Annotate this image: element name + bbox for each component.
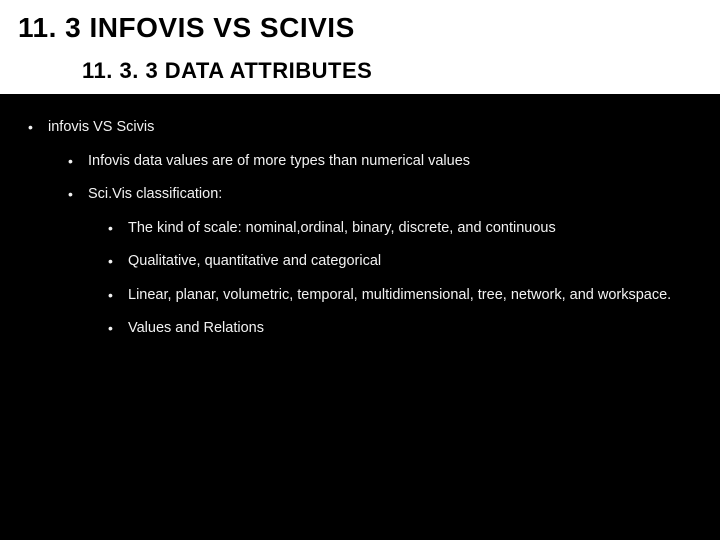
bullet-text: Values and Relations	[128, 319, 692, 339]
bullet-level2: • Sci.Vis classification:	[68, 185, 692, 205]
bullet-level2: • Infovis data values are of more types …	[68, 152, 692, 172]
bullet-icon: •	[68, 185, 88, 204]
bullet-level3: • Values and Relations	[108, 319, 692, 339]
bullet-text: The kind of scale: nominal,ordinal, bina…	[128, 219, 692, 239]
bullet-icon: •	[108, 252, 128, 271]
bullet-icon: •	[68, 152, 88, 171]
bullet-text: Infovis data values are of more types th…	[88, 152, 692, 172]
bullet-icon: •	[28, 118, 48, 137]
bullet-level1: • infovis VS Scivis	[28, 118, 692, 138]
bullet-text: infovis VS Scivis	[48, 118, 692, 138]
content-region: • infovis VS Scivis • Infovis data value…	[0, 94, 720, 339]
bullet-level3: • The kind of scale: nominal,ordinal, bi…	[108, 219, 692, 239]
bullet-level3: • Qualitative, quantitative and categori…	[108, 252, 692, 272]
bullet-icon: •	[108, 286, 128, 305]
bullet-text: Linear, planar, volumetric, temporal, mu…	[128, 286, 692, 306]
bullet-icon: •	[108, 219, 128, 238]
slide-title: 11. 3 INFOVIS VS SCIVIS	[18, 12, 702, 44]
slide-subtitle: 11. 3. 3 DATA ATTRIBUTES	[82, 58, 702, 84]
header-region: 11. 3 INFOVIS VS SCIVIS 11. 3. 3 DATA AT…	[0, 0, 720, 94]
bullet-icon: •	[108, 319, 128, 338]
bullet-level3: • Linear, planar, volumetric, temporal, …	[108, 286, 692, 306]
bullet-text: Sci.Vis classification:	[88, 185, 692, 205]
bullet-text: Qualitative, quantitative and categorica…	[128, 252, 692, 272]
